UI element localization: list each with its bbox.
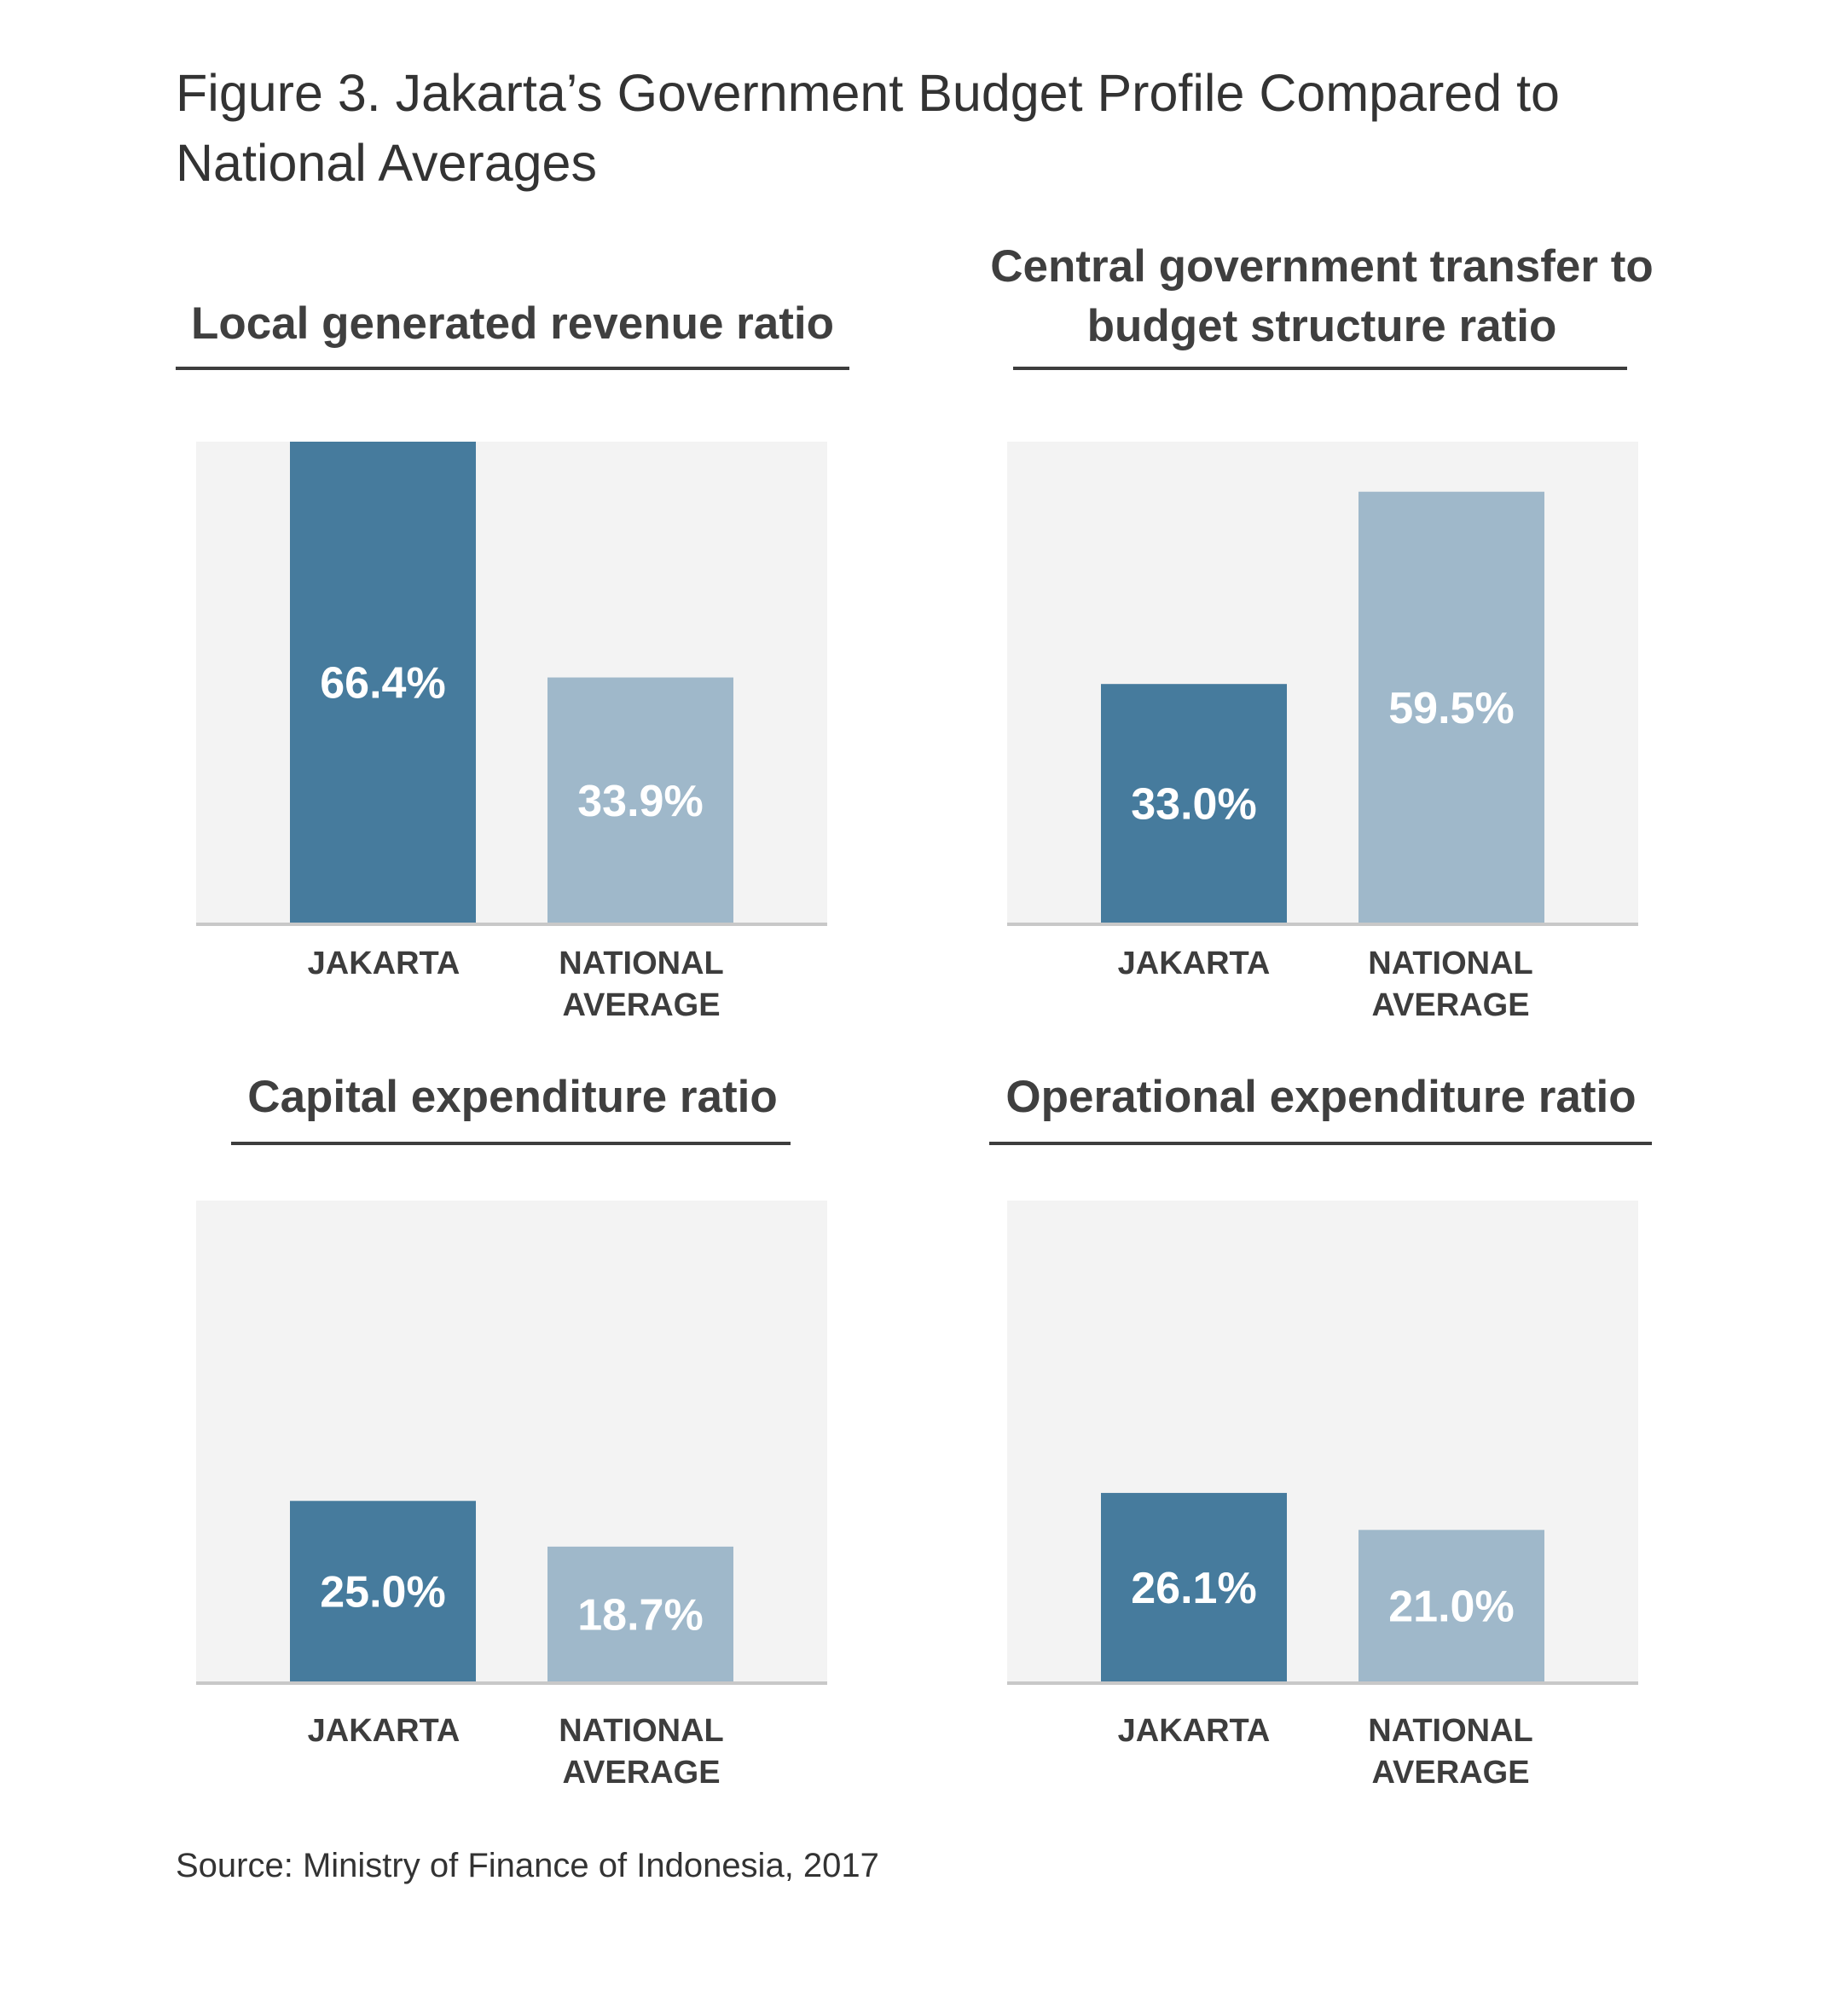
panel-title-capital-expenditure: Capital expenditure ratio	[247, 1072, 778, 1122]
value-label-jakarta: 26.1%	[1131, 1564, 1256, 1613]
category-label-national-average: NATIONAL AVERAGE	[559, 1713, 724, 1791]
bar-chart-svg: 33.0% 59.5%	[1007, 442, 1638, 926]
chart-local-revenue: 66.4% 33.9%	[196, 442, 827, 927]
value-label-jakarta: 25.0%	[320, 1568, 445, 1617]
title-underline	[231, 1142, 791, 1145]
value-label-national-average: 59.5%	[1388, 684, 1514, 733]
bar-national-average	[547, 1546, 733, 1682]
category-label-jakarta: JAKARTA	[1117, 1713, 1271, 1749]
bar-national-average	[547, 677, 733, 923]
value-label-national-average: 33.9%	[577, 777, 703, 826]
value-label-jakarta: 66.4%	[320, 659, 445, 709]
title-underline	[1013, 367, 1627, 370]
chart-capital-expenditure: 25.0% 18.7%	[196, 1201, 827, 1686]
figure-title: Figure 3. Jakarta’s Government Budget Pr…	[176, 64, 1560, 192]
bar-jakarta	[290, 1501, 476, 1682]
value-label-national-average: 18.7%	[577, 1590, 703, 1640]
bar-national-average	[1358, 491, 1544, 923]
source-note: Source: Ministry of Finance of Indonesia…	[176, 1847, 879, 1884]
category-label-jakarta: JAKARTA	[307, 946, 461, 981]
category-label-national-average: NATIONAL AVERAGE	[1368, 946, 1533, 1023]
panel-title-central-transfer: Central government transfer to budget st…	[990, 241, 1654, 351]
bar-chart-svg: 25.0% 18.7%	[196, 1201, 827, 1685]
title-underline	[989, 1142, 1652, 1145]
x-axis-baseline	[1007, 1681, 1638, 1685]
bar-jakarta	[1101, 684, 1287, 923]
chart-operational-expenditure: 26.1% 21.0%	[1007, 1201, 1638, 1686]
title-underline	[176, 367, 849, 370]
bar-jakarta	[1101, 1492, 1287, 1682]
category-label-national-average: NATIONAL AVERAGE	[559, 946, 724, 1023]
category-label-jakarta: JAKARTA	[307, 1713, 461, 1749]
bar-chart-svg: 26.1% 21.0%	[1007, 1201, 1638, 1685]
x-axis-baseline	[1007, 923, 1638, 926]
x-axis-baseline	[196, 923, 827, 926]
panel-title-local-revenue: Local generated revenue ratio	[190, 298, 835, 349]
bar-jakarta	[290, 442, 476, 923]
panel-title-operational-expenditure: Operational expenditure ratio	[1005, 1072, 1637, 1122]
category-label-national-average: NATIONAL AVERAGE	[1368, 1713, 1533, 1791]
category-label-jakarta: JAKARTA	[1117, 946, 1271, 981]
x-axis-baseline	[196, 1681, 827, 1685]
chart-central-transfer: 33.0% 59.5%	[1007, 442, 1638, 927]
bar-national-average	[1358, 1530, 1544, 1682]
bar-chart-svg: 66.4% 33.9%	[196, 442, 827, 926]
value-label-national-average: 21.0%	[1388, 1583, 1514, 1632]
value-label-jakarta: 33.0%	[1131, 780, 1256, 830]
